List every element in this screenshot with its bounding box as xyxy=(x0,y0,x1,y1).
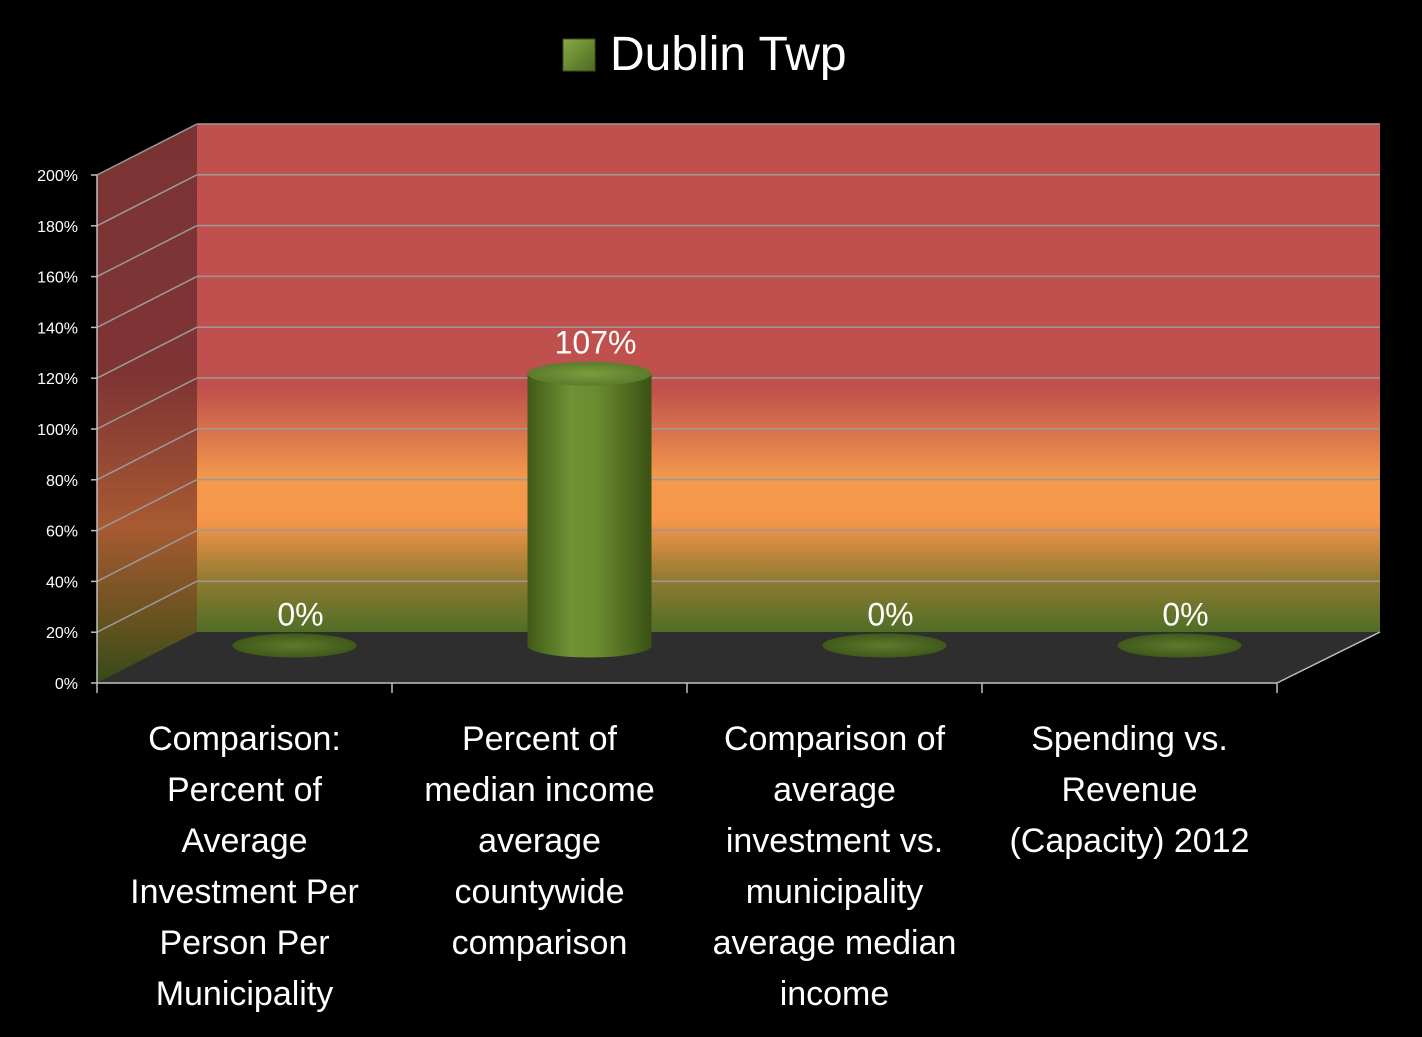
gridline-side xyxy=(96,174,198,227)
bar-zero-disc xyxy=(822,633,947,658)
gridline-side xyxy=(96,123,198,176)
data-label: 107% xyxy=(555,325,637,361)
y-tick-label: 0% xyxy=(55,676,78,693)
y-tick-label: 120% xyxy=(37,371,78,388)
y-axis: 0% 20% 40% 60% 80% 100% 120% 140% 160% 180% 200% xyxy=(37,168,1381,693)
x-axis-labels: Comparison: Percent of Average Investment P… xyxy=(130,720,1249,1013)
y-tick-label: 60% xyxy=(46,524,78,541)
x-category-label: Percent of median income average countywide… xyxy=(424,720,655,962)
data-label: 0% xyxy=(1162,597,1208,633)
bar-zero-disc xyxy=(232,633,357,658)
data-label: 0% xyxy=(277,597,323,633)
gridline-side xyxy=(96,275,198,329)
gridline-side xyxy=(96,478,198,532)
y-tick-label: 80% xyxy=(46,473,78,490)
y-tick-label: 180% xyxy=(37,219,78,236)
gridline-side xyxy=(96,428,198,481)
y-tick-label: 140% xyxy=(37,320,78,337)
bar-top xyxy=(527,361,652,386)
y-tick-label: 200% xyxy=(37,168,78,185)
gridline-side xyxy=(96,224,198,278)
gridlines xyxy=(96,123,1380,633)
legend: Dublin Twp xyxy=(562,28,847,81)
floor-edge xyxy=(1276,631,1381,684)
gridline-side xyxy=(96,377,198,430)
gridline-side xyxy=(96,580,198,633)
y-tick-label: 100% xyxy=(37,422,78,439)
x-category-label: Comparison: Percent of Average Investment P… xyxy=(130,720,359,1013)
floor xyxy=(97,632,1380,683)
legend-label: Dublin Twp xyxy=(610,28,847,81)
x-category-label: Spending vs. Revenue (Capacity) 2012 xyxy=(1009,720,1249,860)
bars: 0% 107% 0% 0% xyxy=(232,325,1242,658)
data-label: 0% xyxy=(867,597,913,633)
gridline-side xyxy=(96,326,198,379)
bar-zero-disc xyxy=(1117,633,1242,658)
legend-swatch xyxy=(562,38,596,72)
x-category-label: Comparison of average investment vs. munici… xyxy=(713,720,957,1013)
gridline-side xyxy=(96,529,198,583)
bar-body xyxy=(527,373,652,658)
y-tick-label: 160% xyxy=(37,270,78,287)
y-tick-label: 20% xyxy=(46,625,78,642)
y-tick-label: 40% xyxy=(46,574,78,591)
